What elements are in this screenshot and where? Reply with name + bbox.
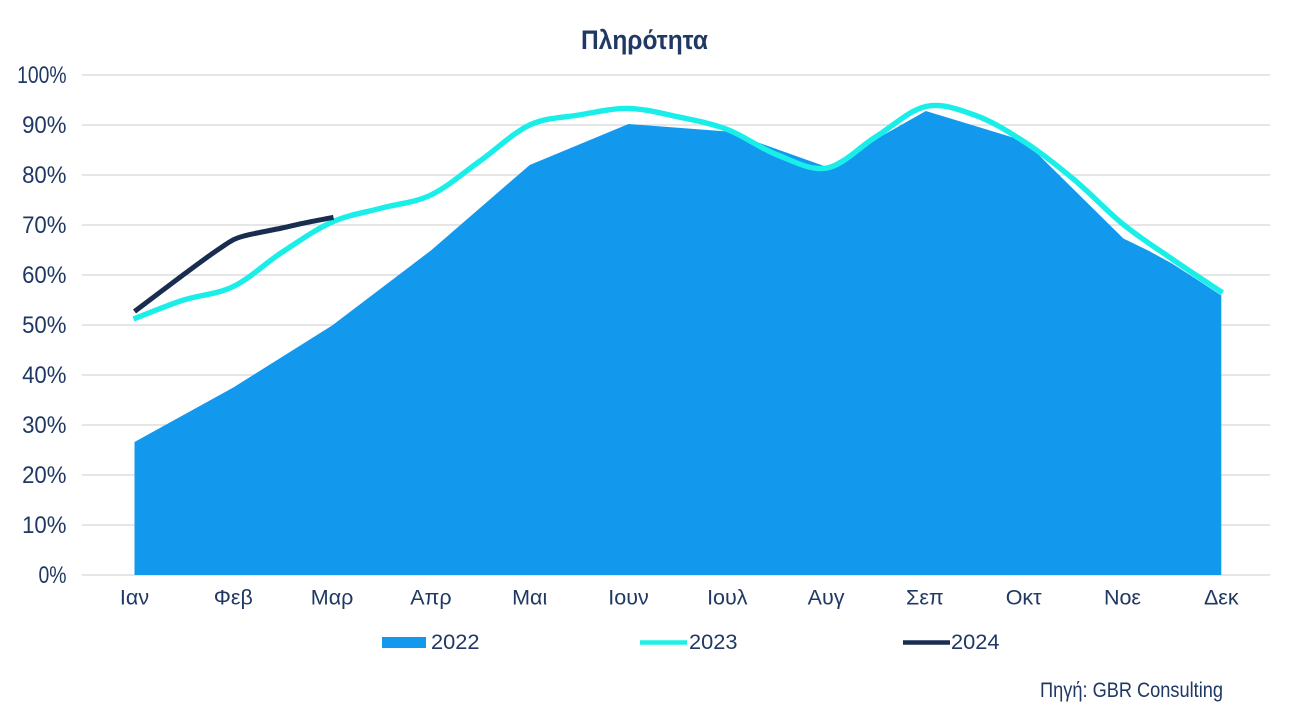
svg-text:70%: 70%	[22, 212, 66, 239]
svg-text:Ιουν: Ιουν	[608, 586, 648, 610]
svg-text:80%: 80%	[22, 162, 66, 189]
svg-text:90%: 90%	[22, 112, 66, 139]
svg-text:Πληρότητα: Πληρότητα	[581, 25, 708, 55]
svg-text:Σεπ: Σεπ	[906, 586, 944, 610]
svg-text:30%: 30%	[22, 412, 66, 439]
svg-text:Αυγ: Αυγ	[808, 586, 845, 610]
svg-text:0%: 0%	[39, 562, 67, 589]
svg-text:2022: 2022	[431, 631, 480, 654]
svg-text:60%: 60%	[22, 262, 66, 289]
svg-text:Μαρ: Μαρ	[311, 586, 354, 610]
svg-text:40%: 40%	[22, 362, 66, 389]
svg-text:10%: 10%	[22, 512, 66, 539]
svg-text:Οκτ: Οκτ	[1006, 586, 1042, 610]
svg-text:2023: 2023	[689, 631, 738, 654]
svg-text:50%: 50%	[22, 312, 66, 339]
svg-text:Ιουλ: Ιουλ	[707, 586, 748, 610]
svg-text:Μαι: Μαι	[512, 586, 547, 610]
svg-text:2024: 2024	[951, 631, 1000, 654]
svg-text:100%: 100%	[17, 62, 66, 89]
svg-text:Απρ: Απρ	[410, 586, 451, 610]
svg-text:Φεβ: Φεβ	[214, 586, 253, 610]
svg-text:Πηγή: GBR Consulting: Πηγή: GBR Consulting	[1040, 679, 1223, 702]
svg-text:Ιαν: Ιαν	[120, 586, 149, 610]
svg-text:Δεκ: Δεκ	[1204, 586, 1239, 610]
svg-text:Νοε: Νοε	[1104, 586, 1141, 610]
svg-text:20%: 20%	[22, 462, 66, 489]
